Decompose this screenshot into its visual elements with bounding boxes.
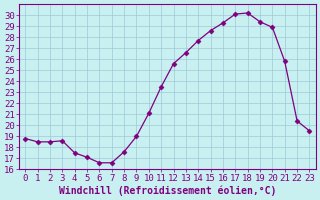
X-axis label: Windchill (Refroidissement éolien,°C): Windchill (Refroidissement éolien,°C)	[59, 185, 276, 196]
